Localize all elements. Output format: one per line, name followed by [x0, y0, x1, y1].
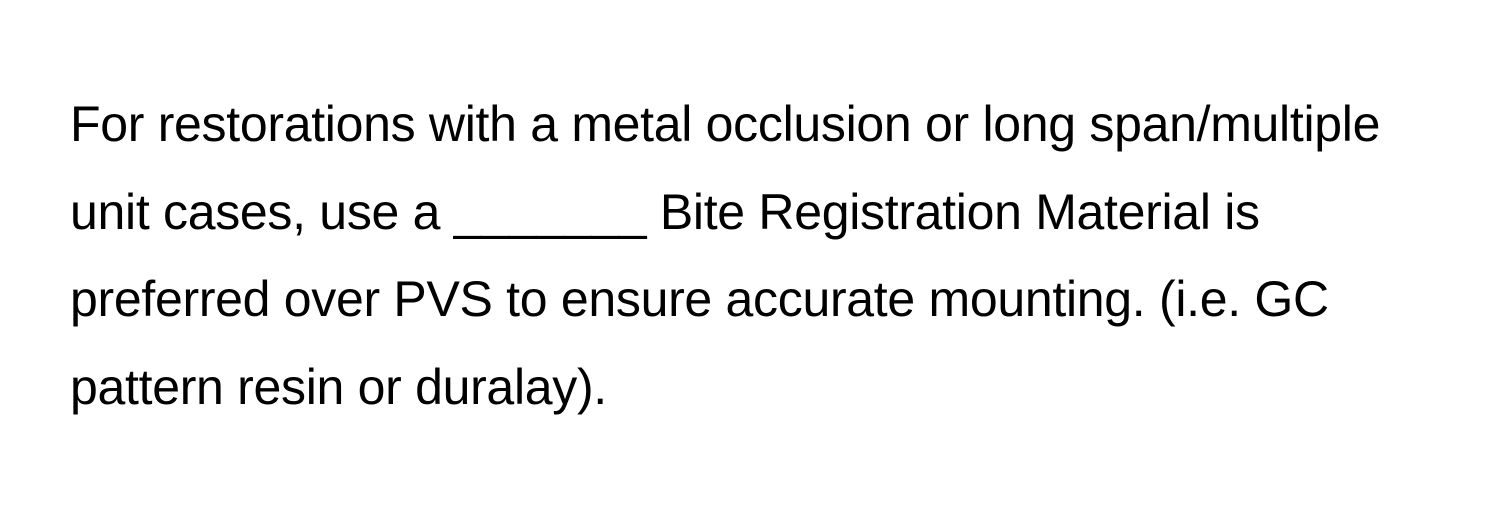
- paragraph-text: For restorations with a metal occlusion …: [70, 81, 1430, 431]
